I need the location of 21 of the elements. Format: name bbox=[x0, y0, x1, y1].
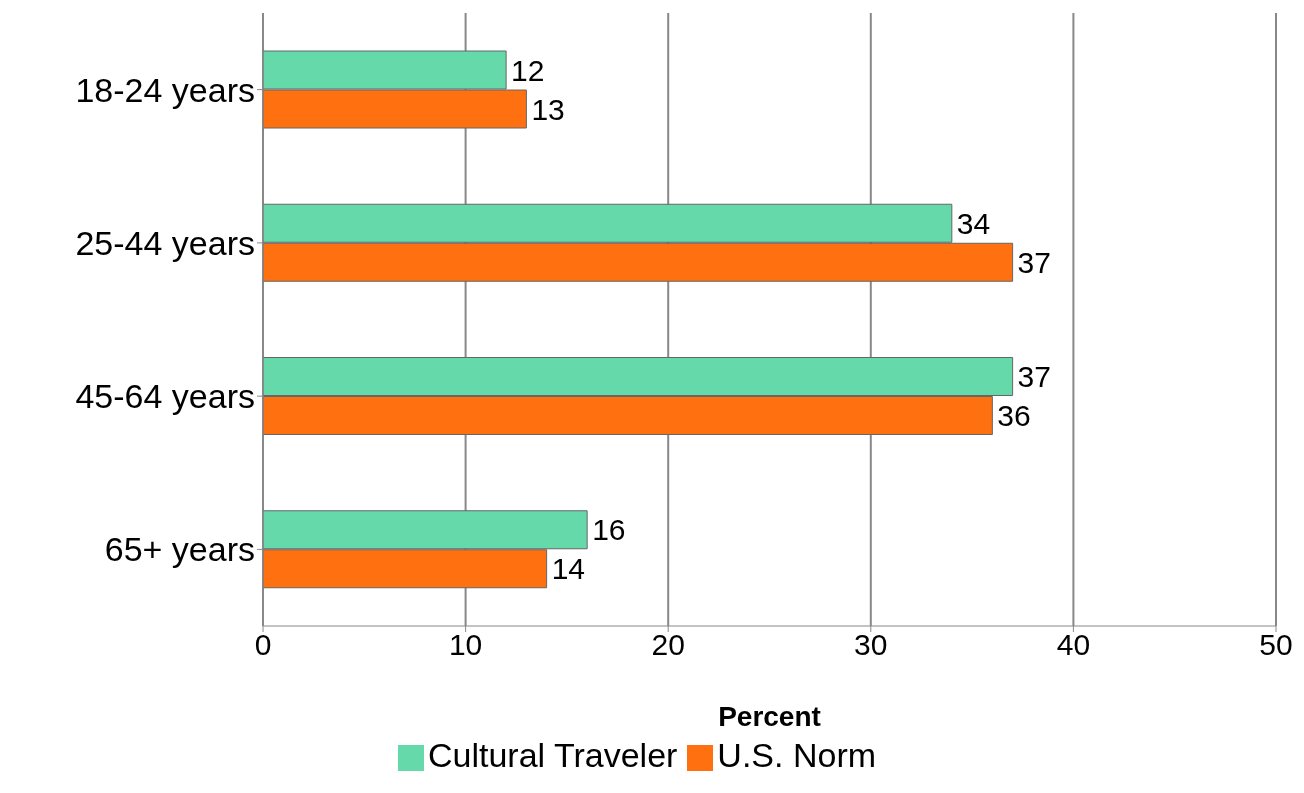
x-tick-label: 0 bbox=[254, 628, 272, 662]
y-tick-label: 18-24 years bbox=[75, 70, 255, 109]
data-label: 36 bbox=[997, 399, 1031, 433]
x-tick-label: 30 bbox=[854, 628, 888, 662]
data-label: 16 bbox=[592, 513, 626, 547]
x-tick-label: 20 bbox=[651, 628, 685, 662]
data-label: 37 bbox=[1017, 245, 1051, 279]
data-label: 14 bbox=[551, 552, 586, 586]
legend-label: Cultural Traveler bbox=[427, 736, 678, 774]
y-tick-label: 45-64 years bbox=[75, 377, 255, 416]
data-label: 37 bbox=[1017, 360, 1051, 394]
y-tick-label: 65+ years bbox=[104, 530, 255, 569]
x-axis-title: Percent bbox=[718, 701, 821, 732]
y-tick-label: 25-44 years bbox=[75, 223, 255, 262]
x-tick-label: 10 bbox=[448, 628, 483, 662]
data-label: 13 bbox=[531, 92, 565, 126]
data-label: 34 bbox=[956, 206, 991, 240]
legend-label: U.S. Norm bbox=[717, 736, 877, 774]
data-label: 12 bbox=[511, 53, 545, 87]
x-tick-label: 40 bbox=[1056, 628, 1091, 662]
x-tick-label: 50 bbox=[1259, 628, 1293, 662]
